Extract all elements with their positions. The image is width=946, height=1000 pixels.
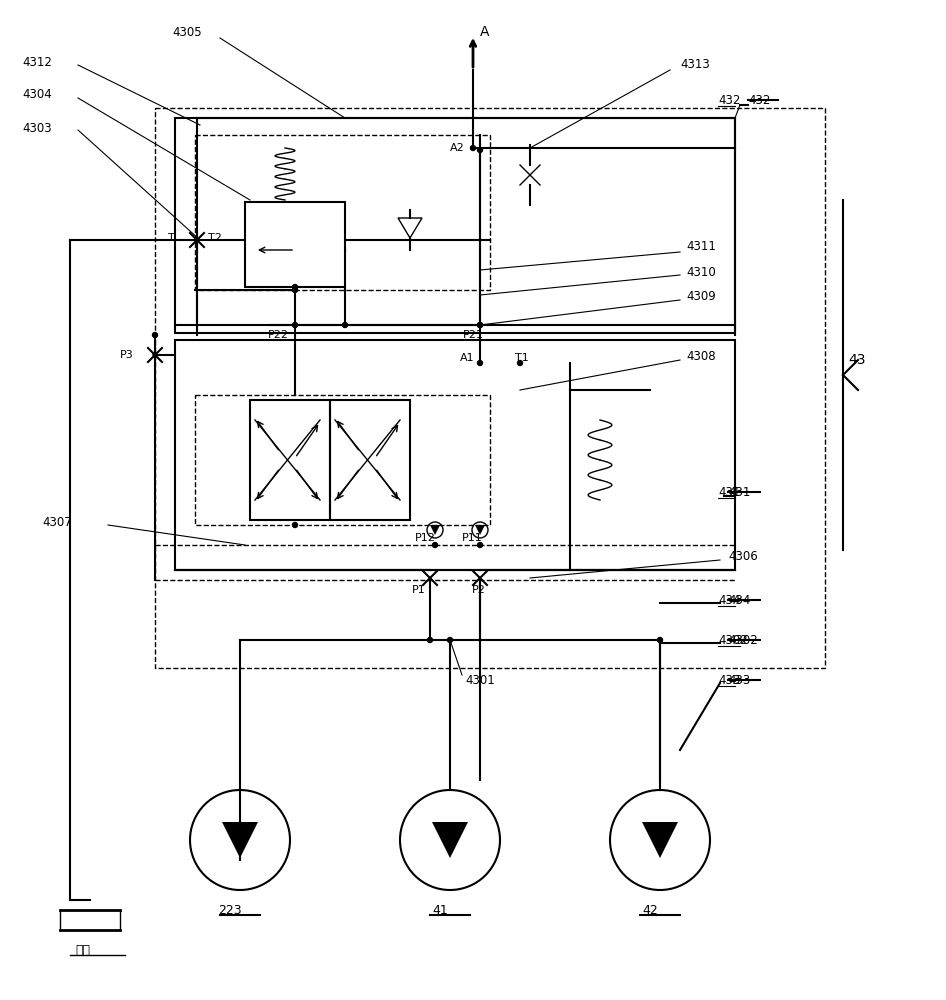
Text: 434: 434	[728, 593, 750, 606]
Text: P3: P3	[120, 350, 133, 360]
Text: T1: T1	[515, 353, 529, 363]
Text: 4308: 4308	[686, 351, 715, 363]
Circle shape	[292, 522, 297, 528]
Text: 4311: 4311	[686, 240, 716, 253]
Text: P21: P21	[463, 330, 483, 340]
Text: 4310: 4310	[686, 265, 716, 278]
Circle shape	[470, 145, 476, 150]
Polygon shape	[222, 822, 258, 858]
Polygon shape	[642, 822, 678, 858]
Circle shape	[292, 284, 297, 290]
Bar	[195, 395, 490, 525]
Circle shape	[478, 360, 482, 365]
Text: 433: 433	[728, 674, 750, 686]
Circle shape	[447, 638, 452, 643]
Circle shape	[657, 638, 662, 643]
Text: 432: 432	[748, 94, 770, 106]
Text: 4307: 4307	[42, 516, 72, 528]
Text: 4306: 4306	[728, 550, 758, 564]
Text: 434: 434	[718, 593, 741, 606]
Text: P1: P1	[412, 585, 426, 595]
Bar	[195, 135, 490, 290]
Text: 油箱: 油箱	[75, 944, 90, 956]
Text: P22: P22	[268, 330, 289, 340]
Polygon shape	[432, 822, 468, 858]
Text: 223: 223	[219, 904, 242, 916]
Text: 4302: 4302	[718, 634, 747, 647]
Text: A1: A1	[460, 353, 475, 363]
Text: 43: 43	[848, 353, 866, 367]
Bar	[155, 108, 825, 668]
Text: T: T	[168, 233, 175, 243]
Circle shape	[153, 353, 157, 357]
Text: P11: P11	[462, 533, 482, 543]
Bar	[175, 118, 735, 333]
Circle shape	[342, 322, 347, 328]
Text: 41: 41	[432, 904, 447, 916]
Text: 4305: 4305	[172, 25, 201, 38]
Circle shape	[517, 360, 522, 365]
Text: A2: A2	[450, 143, 464, 153]
Text: 4303: 4303	[22, 121, 52, 134]
Text: 431: 431	[718, 486, 741, 498]
Circle shape	[478, 322, 482, 328]
Circle shape	[478, 542, 482, 548]
Text: 42: 42	[642, 904, 657, 916]
Text: T2: T2	[208, 233, 222, 243]
Text: 4304: 4304	[22, 89, 52, 102]
Bar	[250, 400, 330, 520]
Circle shape	[292, 322, 297, 328]
Text: 4301: 4301	[465, 674, 495, 686]
Circle shape	[478, 147, 482, 152]
Text: A: A	[480, 25, 489, 39]
Circle shape	[478, 322, 482, 328]
Polygon shape	[475, 525, 485, 535]
Text: 431: 431	[728, 486, 750, 498]
Circle shape	[292, 288, 297, 292]
Text: 4313: 4313	[680, 58, 710, 72]
Text: P2: P2	[472, 585, 486, 595]
Text: 4302: 4302	[728, 634, 758, 647]
Text: 4312: 4312	[22, 55, 52, 68]
Circle shape	[152, 332, 157, 338]
Bar	[175, 340, 735, 570]
Circle shape	[428, 638, 432, 643]
Circle shape	[432, 542, 437, 548]
Bar	[330, 400, 410, 520]
Bar	[245, 202, 345, 287]
Text: 4309: 4309	[686, 290, 716, 304]
Circle shape	[195, 238, 199, 242]
Text: 432: 432	[718, 94, 741, 106]
Polygon shape	[430, 525, 440, 535]
Text: 433: 433	[718, 674, 741, 686]
Text: P12: P12	[415, 533, 436, 543]
